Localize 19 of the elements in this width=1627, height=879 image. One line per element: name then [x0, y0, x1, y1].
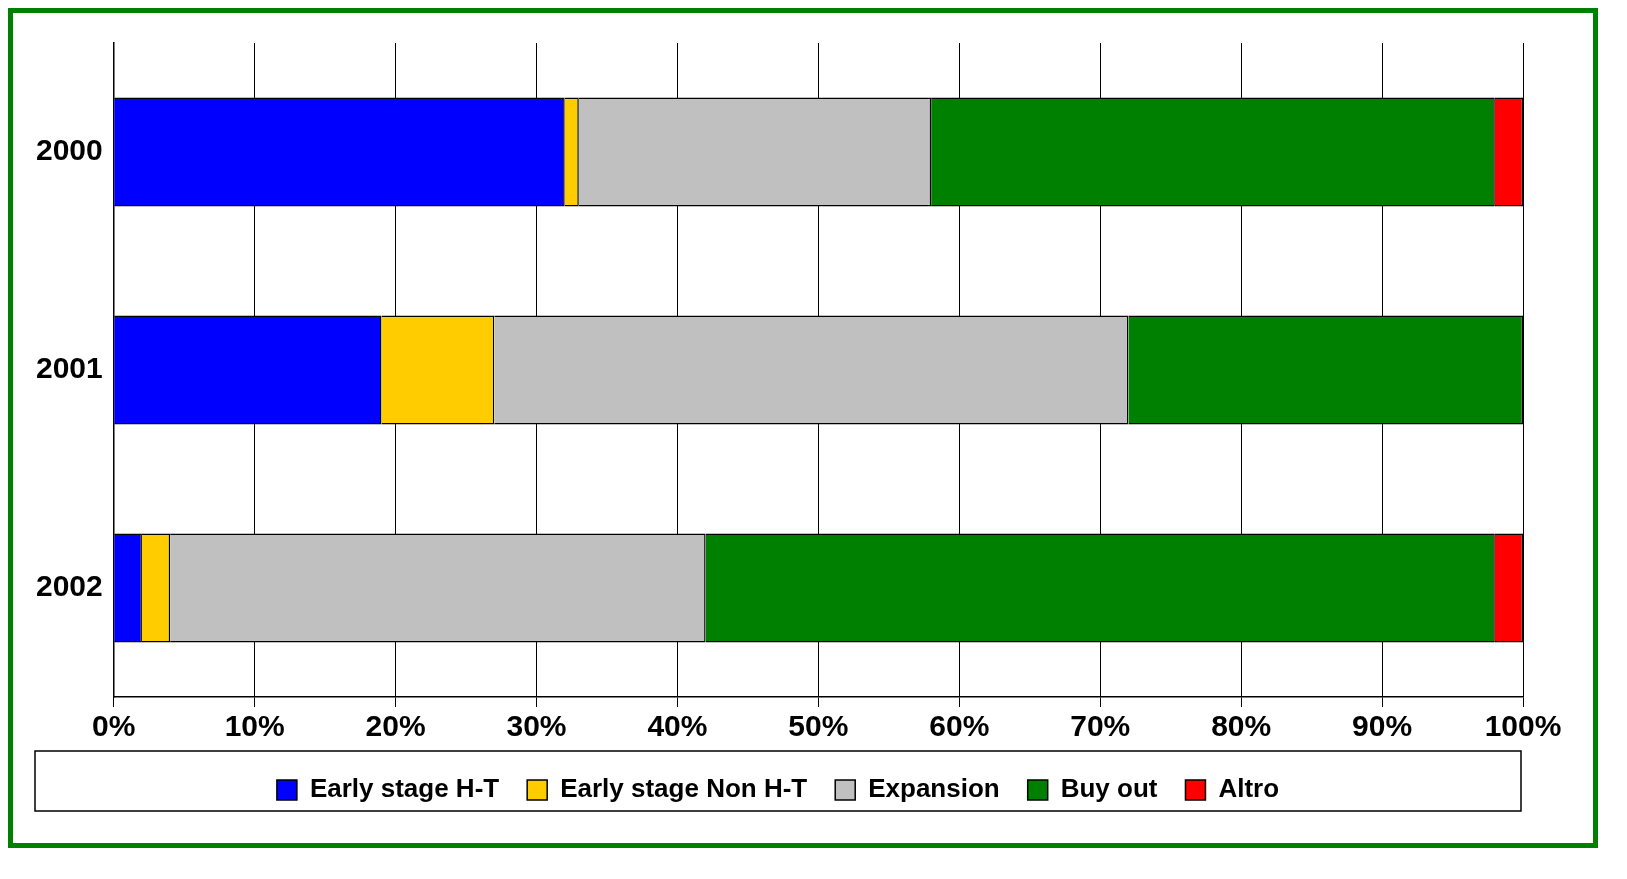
x-tick-label: 90%	[1352, 709, 1413, 743]
x-tick-label: 30%	[506, 709, 567, 743]
x-tick-label: 70%	[1070, 709, 1131, 743]
x-tick-label: 100%	[1484, 709, 1562, 743]
y-tick-label: 2002	[35, 569, 103, 603]
x-tick-label: 50%	[788, 709, 849, 743]
x-tick-label: 80%	[1211, 709, 1272, 743]
legend-label: Early stage H-T	[309, 773, 500, 804]
legend-label: Altro	[1218, 773, 1280, 804]
x-tick-label: 10%	[224, 709, 285, 743]
y-tick-label: 2000	[35, 133, 103, 167]
y-tick-label: 2001	[35, 351, 103, 385]
legend-label: Expansion	[868, 773, 1000, 804]
x-tick-label: 20%	[365, 709, 426, 743]
legend-label: Early stage Non H-T	[560, 773, 808, 804]
x-tick-label: 40%	[647, 709, 708, 743]
legend-label: Buy out	[1060, 773, 1158, 804]
x-tick-label: 60%	[929, 709, 990, 743]
x-tick-label: 0%	[92, 709, 136, 743]
